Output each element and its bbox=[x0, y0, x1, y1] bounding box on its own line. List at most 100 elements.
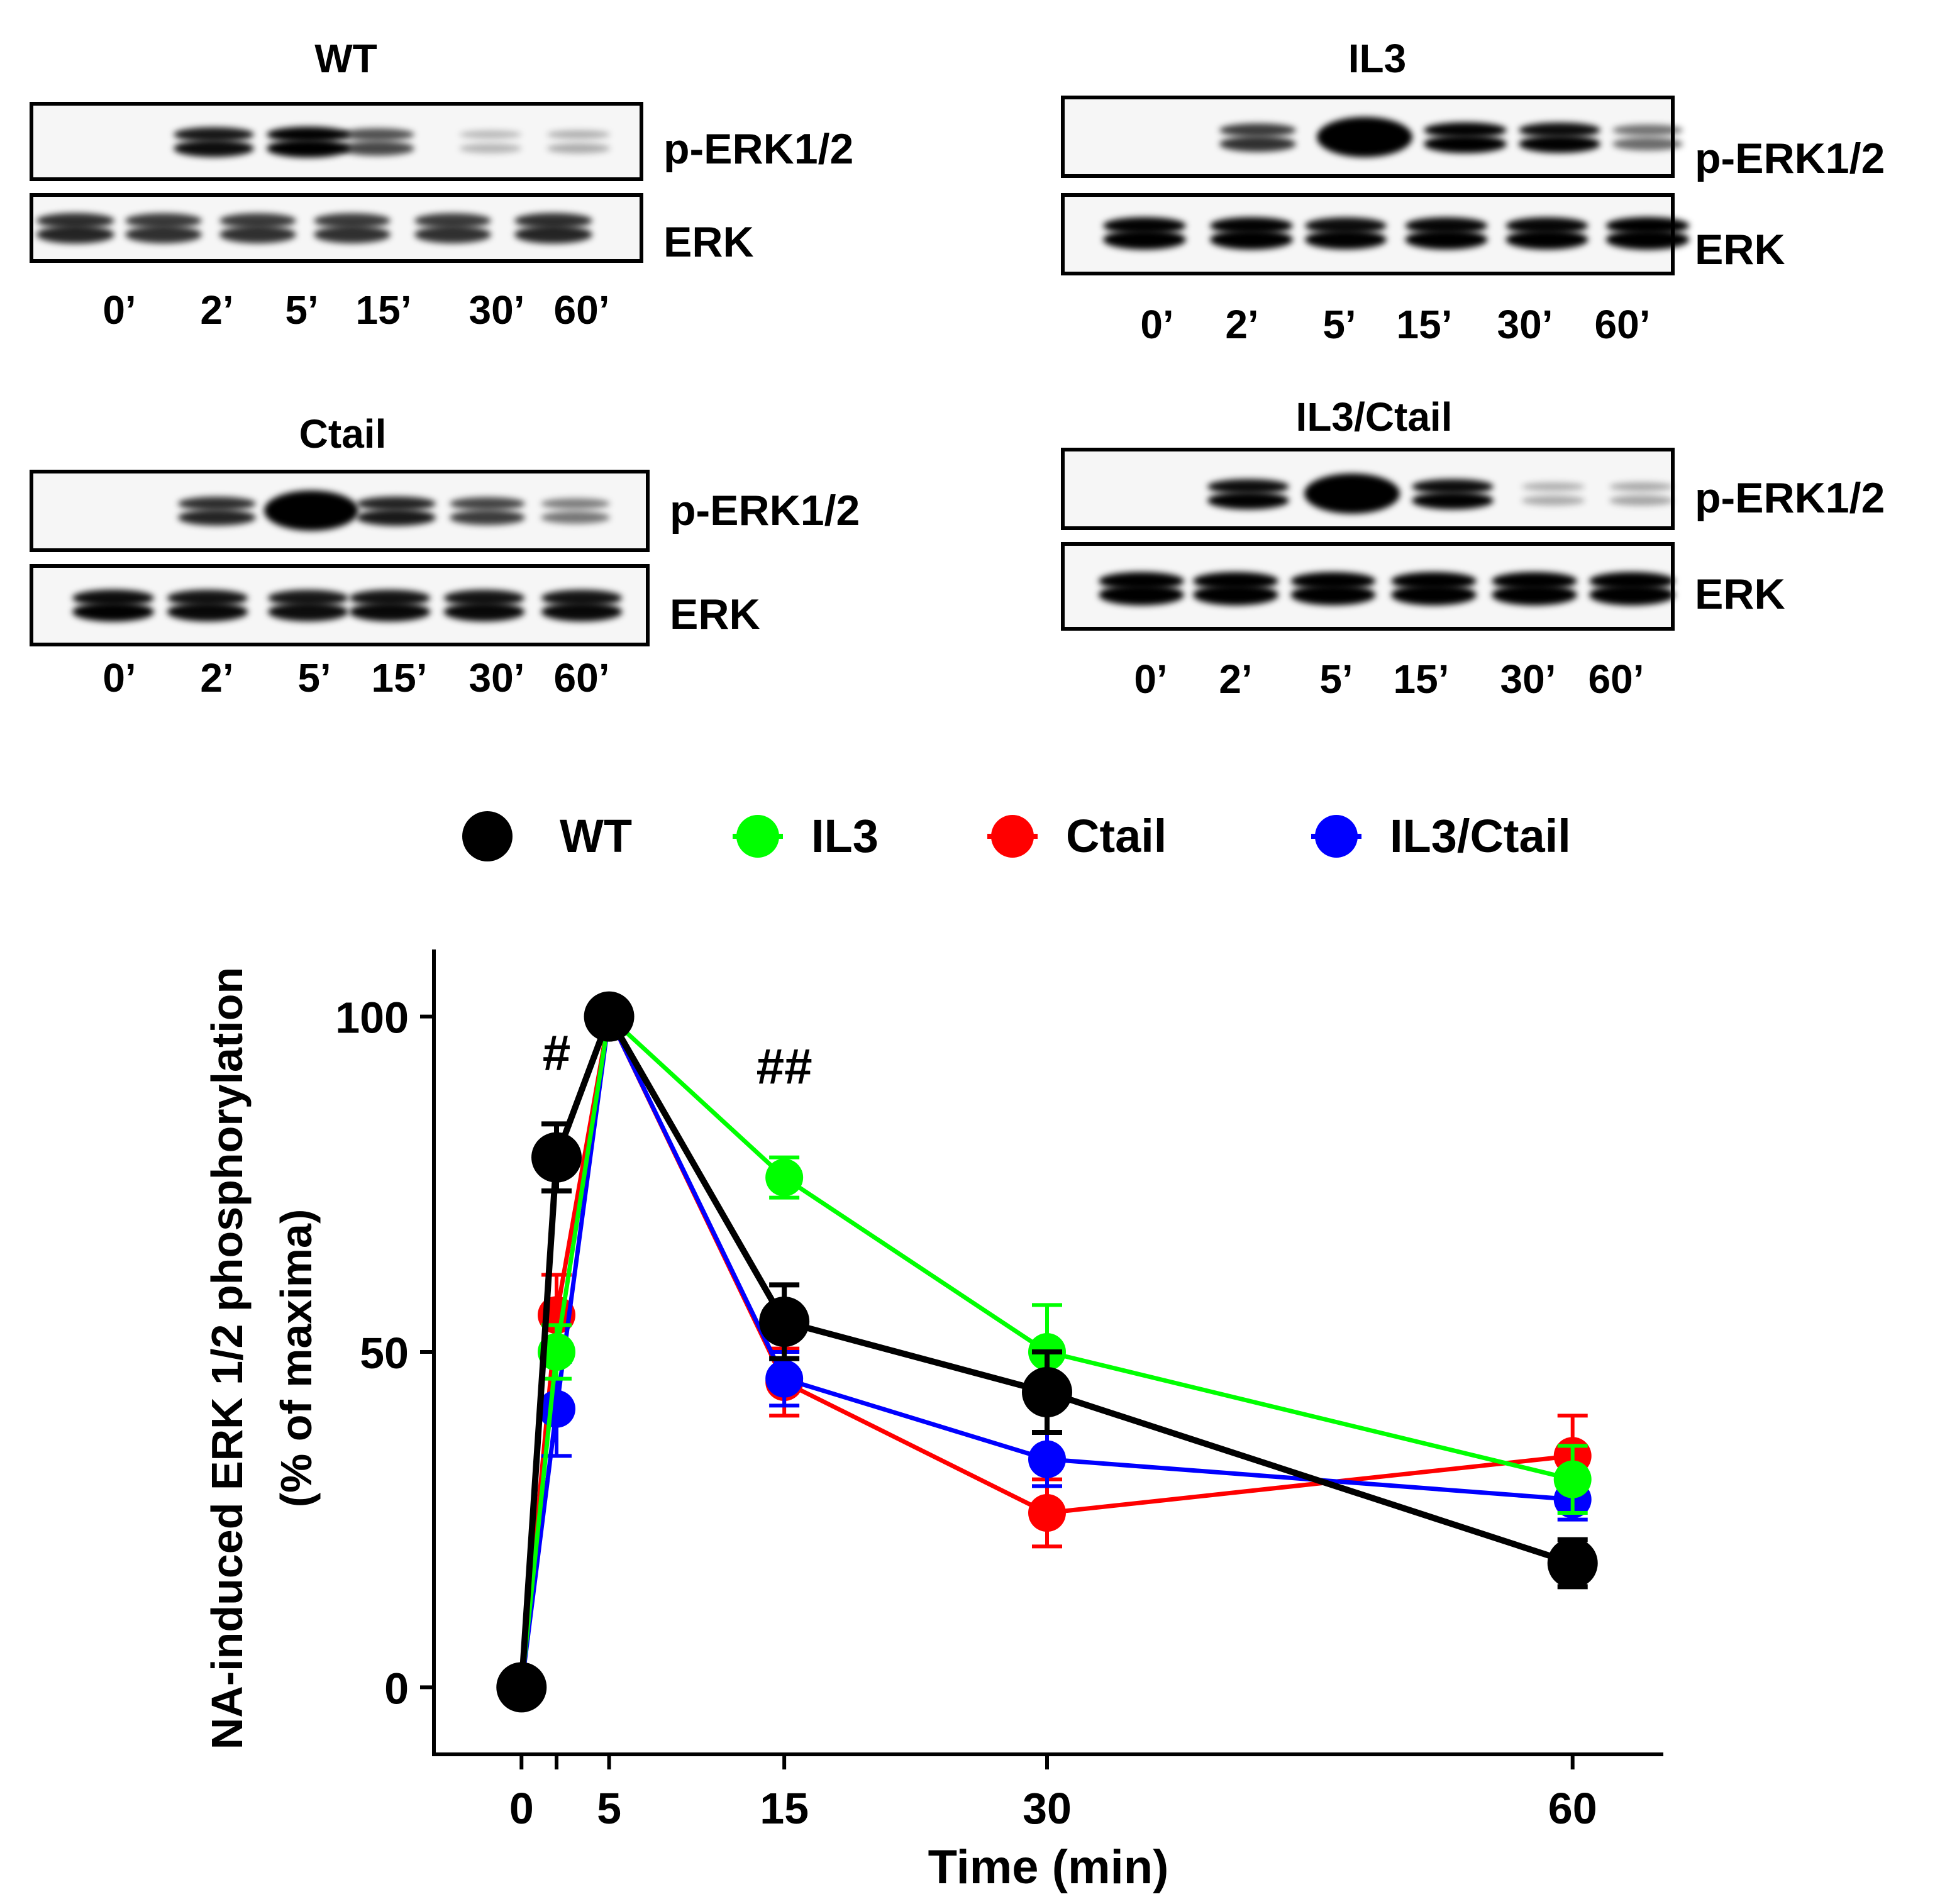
blot-il3ctail-lane-4: 30’ bbox=[1500, 656, 1556, 702]
data-point bbox=[759, 1297, 810, 1347]
blot-band bbox=[1304, 473, 1400, 514]
blot-band-upper bbox=[1210, 217, 1293, 235]
blot-band-upper bbox=[541, 589, 623, 607]
blot-il3-lane-5: 60’ bbox=[1595, 302, 1651, 347]
blot-band-upper bbox=[1290, 572, 1376, 590]
blot-il3ctail-lane-0: 0’ bbox=[1134, 656, 1167, 702]
blot-ctail-title: Ctail bbox=[299, 411, 387, 457]
blot-ctail-phospho-bands bbox=[178, 490, 610, 531]
data-point bbox=[1553, 1460, 1592, 1498]
blot-band-lower bbox=[541, 511, 610, 524]
blot-wt-lane-3: 15’ bbox=[356, 287, 412, 333]
blot-band-lower bbox=[546, 143, 611, 154]
significance-annotation: # bbox=[543, 1025, 571, 1081]
blot-wt-total-label: ERK bbox=[663, 218, 754, 266]
blot-band-lower bbox=[1612, 137, 1683, 151]
y-ticks: 0 50 100 bbox=[335, 994, 434, 1713]
blot-band-upper bbox=[414, 213, 491, 228]
blot-band-upper bbox=[1519, 122, 1600, 138]
blot-band-lower bbox=[1424, 135, 1507, 153]
blot-band-lower bbox=[1207, 491, 1289, 510]
data-point bbox=[538, 1390, 575, 1428]
blot-band-lower bbox=[414, 226, 491, 243]
legend-ctail-marker bbox=[991, 815, 1034, 858]
blot-ctail-lane-3: 15’ bbox=[372, 655, 428, 700]
blot-wt-title: WT bbox=[314, 36, 377, 81]
blot-band-upper bbox=[36, 213, 114, 229]
series-wt bbox=[496, 991, 1598, 1713]
blot-band-upper bbox=[267, 126, 350, 143]
blot-band-lower bbox=[1290, 584, 1376, 606]
blot-band-lower bbox=[349, 602, 431, 622]
blot-band-lower bbox=[1193, 584, 1278, 606]
blot-band-upper bbox=[514, 213, 592, 229]
blot-band-lower bbox=[1609, 495, 1673, 506]
blot-il3-lane-4: 30’ bbox=[1497, 302, 1553, 347]
blot-band-upper bbox=[1424, 122, 1507, 138]
x-tick-label: 5 bbox=[597, 1784, 621, 1833]
blot-band-lower bbox=[459, 143, 522, 153]
legend-il3ctail-label: IL3/Ctail bbox=[1390, 810, 1571, 862]
legend-il3-label: IL3 bbox=[811, 810, 879, 862]
blot-ctail: Ctail p-ERK1/2 ERK 0’ 2’ 5’ 15’ 30’ 60’ bbox=[30, 411, 860, 700]
blot-band-upper bbox=[357, 496, 436, 511]
blot-il3-total-bands bbox=[1103, 217, 1690, 250]
legend-item-ctail: Ctail bbox=[987, 810, 1167, 862]
data-point bbox=[1547, 1538, 1598, 1588]
blot-il3ctail-total-bands bbox=[1099, 572, 1675, 606]
blot-band-lower bbox=[1521, 495, 1585, 506]
blot-band-lower bbox=[1219, 136, 1296, 152]
blot-il3-lane-2: 5’ bbox=[1322, 302, 1356, 347]
blot-band-upper bbox=[546, 130, 611, 139]
blot-band-lower bbox=[443, 602, 525, 622]
blot-ctail-lane-4: 30’ bbox=[469, 655, 525, 700]
blot-band-upper bbox=[349, 589, 431, 607]
blot-wt-lane-5: 60’ bbox=[554, 287, 610, 333]
blot-il3-lane-0: 0’ bbox=[1140, 302, 1173, 347]
blot-band-upper bbox=[1099, 572, 1184, 590]
blot-band-upper bbox=[219, 213, 296, 228]
y-axis-subtitle: (% of maxima) bbox=[272, 1209, 321, 1508]
plot-annotations: # ## bbox=[543, 1025, 812, 1094]
blot-il3ctail-phospho-label: p-ERK1/2 bbox=[1695, 474, 1885, 522]
blot-band-lower bbox=[36, 225, 114, 244]
data-point bbox=[584, 991, 635, 1042]
blot-band-upper bbox=[1391, 572, 1477, 590]
blot-il3-phospho-label: p-ERK1/2 bbox=[1695, 135, 1885, 182]
blot-band-lower bbox=[1505, 230, 1588, 250]
blot-ctail-total-bands bbox=[72, 589, 623, 622]
blot-band-upper bbox=[1412, 479, 1494, 495]
blot-band-lower bbox=[340, 141, 414, 156]
blot-band-upper bbox=[459, 130, 522, 139]
blot-band-upper bbox=[1609, 482, 1673, 492]
data-point bbox=[496, 1662, 547, 1713]
blot-band-upper bbox=[1612, 125, 1683, 136]
legend-item-wt: WT bbox=[462, 810, 632, 862]
blot-band-upper bbox=[1505, 217, 1588, 235]
x-axis-title: Time (min) bbox=[928, 1840, 1169, 1894]
blot-ctail-lane-5: 60’ bbox=[554, 655, 610, 700]
blot-band-upper bbox=[340, 128, 414, 141]
blot-band-lower bbox=[541, 602, 623, 622]
legend-item-il3: IL3 bbox=[733, 810, 879, 862]
legend-il3ctail-marker bbox=[1315, 815, 1358, 858]
data-point bbox=[1022, 1367, 1072, 1417]
blot-band-lower bbox=[219, 226, 296, 243]
blot-il3-phospho-bands bbox=[1219, 117, 1683, 157]
blot-ctail-lane-2: 5’ bbox=[297, 655, 331, 700]
blot-band-lower bbox=[267, 139, 350, 158]
blot-band-lower bbox=[178, 509, 256, 526]
blot-band-lower bbox=[1391, 584, 1477, 606]
blot-band-upper bbox=[174, 127, 254, 142]
blot-band-lower bbox=[1519, 135, 1600, 153]
y-tick-label: 100 bbox=[335, 994, 409, 1043]
blot-wt-phospho-label: p-ERK1/2 bbox=[663, 125, 853, 173]
blot-band-lower bbox=[514, 225, 592, 244]
blot-ctail-lane-0: 0’ bbox=[103, 655, 136, 700]
blot-il3-lane-1: 2’ bbox=[1225, 302, 1258, 347]
blot-il3ctail-lane-1: 2’ bbox=[1219, 656, 1252, 702]
blot-band bbox=[1317, 117, 1412, 157]
y-tick-label: 0 bbox=[384, 1664, 409, 1713]
